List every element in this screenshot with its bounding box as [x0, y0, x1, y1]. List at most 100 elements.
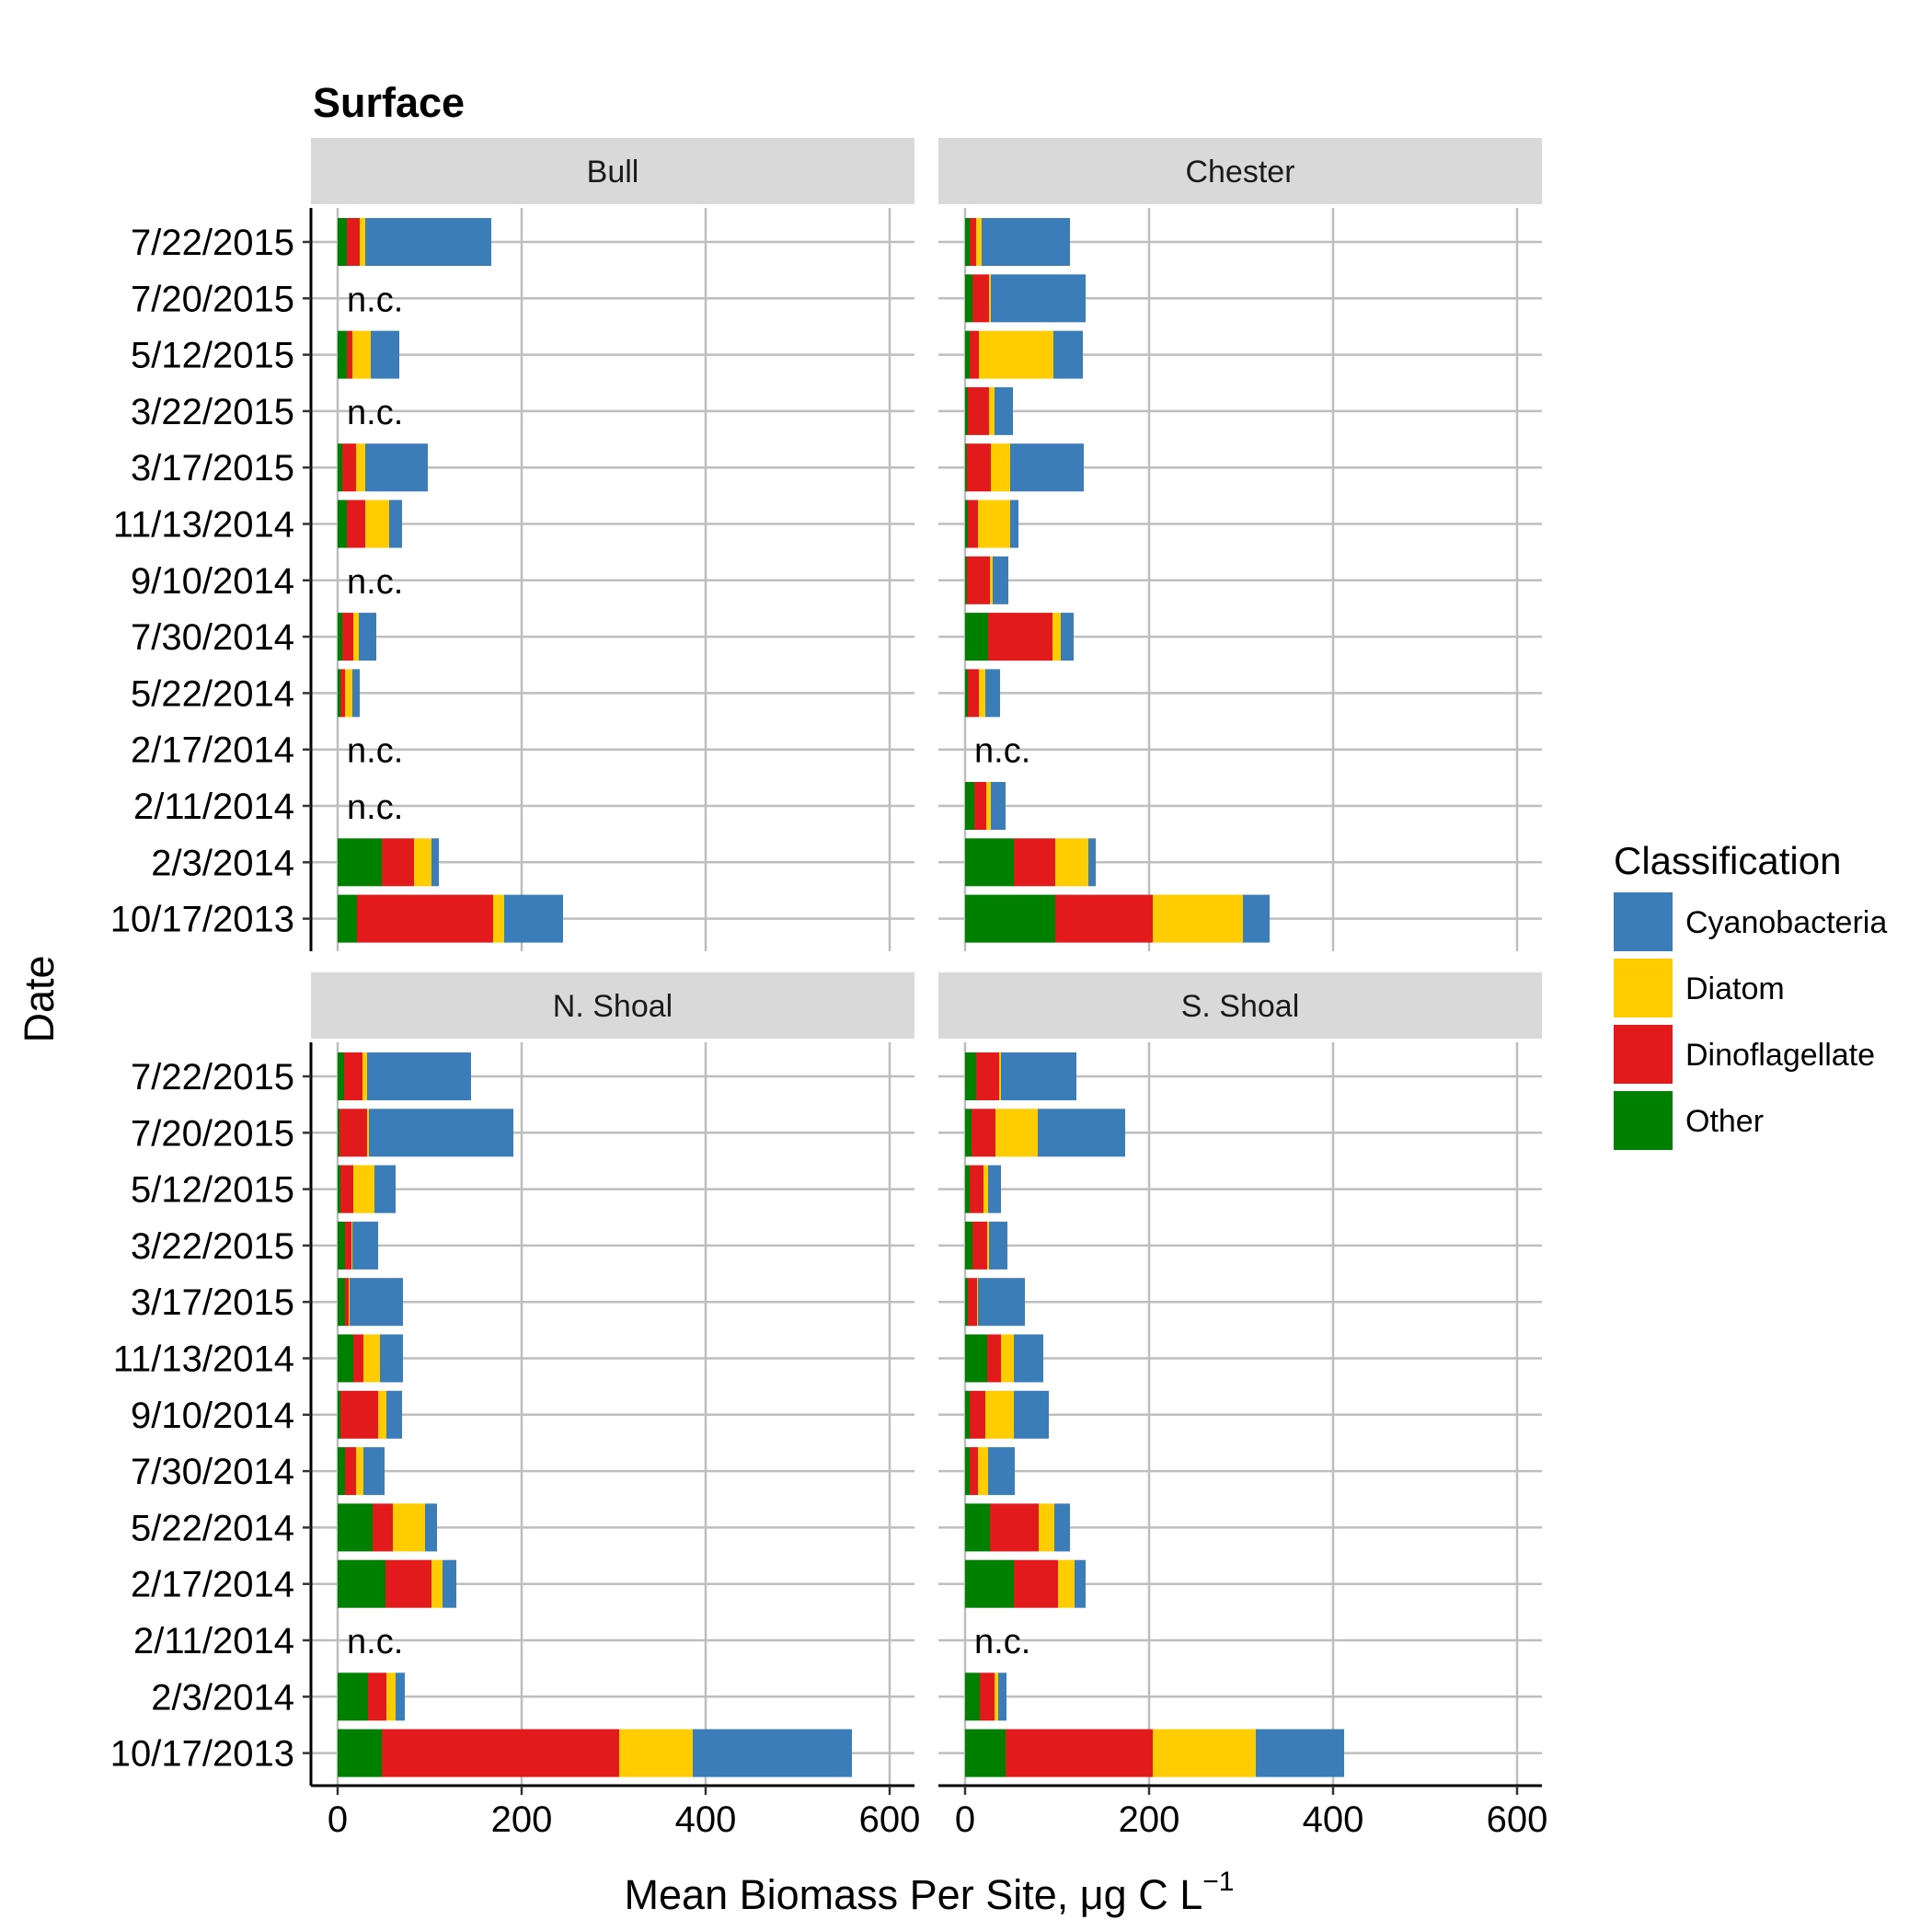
bar-s-shoal-3-22-2015-other — [965, 1221, 972, 1270]
bar-bull-10-17-2013-diatom — [493, 894, 504, 943]
bar-chester-5-22-2014-dinoflagellate — [968, 669, 979, 718]
legend-key-cyanobacteria — [1614, 892, 1673, 951]
bar-bull-5-12-2015-dinoflagellate — [347, 330, 352, 379]
bar-bull-10-17-2013-cyanobacteria — [504, 894, 563, 943]
legend-key-diatom — [1614, 959, 1673, 1017]
bar-bull-5-12-2015-diatom — [352, 330, 371, 379]
bar-s-shoal-7-20-2015-diatom — [995, 1109, 1038, 1157]
y-tick-label-bull-5-12-2015: 5/12/2015 — [131, 336, 294, 376]
bar-n-shoal-5-12-2015-cyanobacteria — [374, 1165, 396, 1213]
bar-chester-9-10-2014-dinoflagellate — [967, 556, 990, 604]
y-tick-label-bull-7-20-2015: 7/20/2015 — [131, 279, 294, 319]
bar-s-shoal-3-17-2015-cyanobacteria — [978, 1278, 1025, 1327]
bar-chester-3-17-2015-diatom — [991, 443, 1010, 492]
bar-n-shoal-3-17-2015-diatom — [349, 1278, 350, 1327]
bar-s-shoal-2-3-2014-cyanobacteria — [998, 1672, 1006, 1721]
bar-n-shoal-7-30-2014-cyanobacteria — [363, 1447, 385, 1496]
bar-s-shoal-7-22-2015-dinoflagellate — [976, 1052, 999, 1100]
bar-chester-3-22-2015-dinoflagellate — [968, 386, 989, 435]
bar-chester-10-17-2013-diatom — [1153, 894, 1243, 943]
bar-chester-2-11-2014-other — [965, 782, 974, 830]
x-tick-label-n-shoal-600: 600 — [859, 1799, 921, 1840]
bar-chester-7-22-2015-dinoflagellate — [970, 218, 976, 266]
bar-n-shoal-10-17-2013-diatom — [619, 1729, 693, 1777]
bar-s-shoal-7-30-2014-cyanobacteria — [988, 1447, 1015, 1496]
facet-strip-n-shoal — [311, 972, 914, 1039]
bar-s-shoal-7-20-2015-other — [965, 1109, 972, 1157]
bar-chester-3-22-2015-diatom — [989, 386, 995, 435]
bar-bull-5-12-2015-other — [338, 330, 347, 379]
bar-s-shoal-5-12-2015-dinoflagellate — [970, 1165, 983, 1213]
y-tick-label-bull-2-11-2014: 2/11/2014 — [133, 787, 294, 827]
bar-chester-7-30-2014-dinoflagellate — [988, 613, 1052, 661]
facet-strip-s-shoal — [938, 972, 1542, 1039]
legend-label-diatom: Diatom — [1685, 971, 1785, 1006]
legend: Classification Cyanobacteria Diatom Dinofl… — [1614, 839, 1887, 1150]
bar-n-shoal-5-22-2014-diatom — [393, 1503, 425, 1552]
bar-chester-7-20-2015-dinoflagellate — [972, 274, 989, 323]
legend-key-dinoflagellate — [1614, 1025, 1673, 1084]
y-tick-label-bull-11-13-2014: 11/13/2014 — [113, 505, 294, 546]
bar-n-shoal-3-17-2015-cyanobacteria — [350, 1278, 403, 1327]
y-tick-label-n-shoal-11-13-2014: 11/13/2014 — [113, 1339, 294, 1380]
bar-n-shoal-2-17-2014-dinoflagellate — [385, 1559, 431, 1608]
bar-bull-11-13-2014-dinoflagellate — [347, 500, 365, 548]
bar-bull-7-22-2015-cyanobacteria — [365, 218, 491, 266]
bar-bull-2-3-2014-diatom — [414, 838, 431, 887]
bar-s-shoal-7-22-2015-other — [965, 1052, 976, 1100]
bar-bull-5-22-2014-other — [338, 669, 340, 718]
bar-chester-2-3-2014-dinoflagellate — [1014, 838, 1055, 887]
bar-chester-5-12-2015-cyanobacteria — [1053, 330, 1083, 379]
x-tick-label-n-shoal-400: 400 — [675, 1799, 737, 1840]
nc-label-bull-2-17-2014: n.c. — [347, 732, 403, 771]
bar-n-shoal-2-3-2014-cyanobacteria — [396, 1672, 405, 1721]
x-tick-label-s-shoal-0: 0 — [955, 1799, 975, 1840]
bar-n-shoal-5-12-2015-other — [338, 1165, 340, 1213]
y-tick-label-bull-5-22-2014: 5/22/2014 — [131, 673, 294, 714]
bar-chester-9-10-2014-other — [965, 556, 967, 604]
bar-s-shoal-3-22-2015-diatom — [987, 1221, 989, 1270]
bar-chester-7-30-2014-other — [965, 613, 988, 661]
legend-label-dinoflagellate: Dinoflagellate — [1685, 1038, 1875, 1073]
bar-n-shoal-3-22-2015-dinoflagellate — [345, 1221, 351, 1270]
y-tick-label-n-shoal-7-30-2014: 7/30/2014 — [131, 1452, 294, 1492]
bar-chester-2-11-2014-diatom — [986, 782, 991, 830]
bar-s-shoal-7-30-2014-other — [965, 1447, 970, 1496]
bar-bull-3-17-2015-cyanobacteria — [365, 443, 428, 492]
x-tick-label-s-shoal-200: 200 — [1119, 1799, 1180, 1840]
bar-chester-3-17-2015-cyanobacteria — [1010, 443, 1084, 492]
nc-label-bull-3-22-2015: n.c. — [347, 394, 403, 432]
bar-s-shoal-10-17-2013-diatom — [1153, 1729, 1256, 1777]
bar-bull-5-22-2014-cyanobacteria — [352, 669, 360, 718]
x-tick-label-n-shoal-200: 200 — [491, 1799, 553, 1840]
bar-s-shoal-11-13-2014-dinoflagellate — [987, 1334, 1001, 1383]
bar-s-shoal-7-20-2015-cyanobacteria — [1038, 1109, 1125, 1157]
bar-bull-7-22-2015-dinoflagellate — [347, 218, 360, 266]
y-tick-label-bull-7-30-2014: 7/30/2014 — [131, 617, 294, 658]
bar-n-shoal-11-13-2014-diatom — [363, 1334, 380, 1383]
bar-s-shoal-7-30-2014-diatom — [978, 1447, 988, 1496]
bar-bull-7-30-2014-other — [338, 613, 342, 661]
bar-bull-5-22-2014-dinoflagellate — [340, 669, 345, 718]
bar-chester-7-30-2014-cyanobacteria — [1061, 613, 1074, 661]
bar-bull-10-17-2013-other — [338, 894, 357, 943]
bar-s-shoal-3-22-2015-cyanobacteria — [989, 1221, 1007, 1270]
bar-s-shoal-3-22-2015-dinoflagellate — [972, 1221, 987, 1270]
bar-chester-2-3-2014-other — [965, 838, 1014, 887]
bar-s-shoal-9-10-2014-dinoflagellate — [970, 1390, 985, 1439]
y-tick-label-n-shoal-3-22-2015: 3/22/2015 — [131, 1226, 294, 1267]
bar-s-shoal-7-22-2015-cyanobacteria — [1001, 1052, 1076, 1100]
bar-s-shoal-5-22-2014-other — [965, 1503, 990, 1552]
bar-n-shoal-10-17-2013-other — [338, 1729, 382, 1777]
bar-n-shoal-7-22-2015-diatom — [362, 1052, 367, 1100]
bar-chester-7-22-2015-other — [965, 218, 970, 266]
bar-s-shoal-3-17-2015-other — [965, 1278, 968, 1327]
bar-s-shoal-2-17-2014-cyanobacteria — [1075, 1559, 1086, 1608]
bar-s-shoal-7-20-2015-dinoflagellate — [972, 1109, 995, 1157]
bar-n-shoal-2-3-2014-other — [338, 1672, 368, 1721]
facet-label-n-shoal: N. Shoal — [553, 989, 673, 1024]
bar-n-shoal-3-22-2015-other — [338, 1221, 345, 1270]
bar-chester-10-17-2013-other — [965, 894, 1055, 943]
bar-s-shoal-2-3-2014-dinoflagellate — [980, 1672, 995, 1721]
bar-chester-7-20-2015-diatom — [989, 274, 991, 323]
